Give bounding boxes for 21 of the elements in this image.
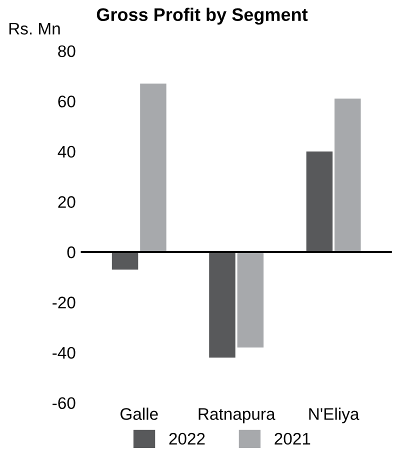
chart-title: Gross Profit by Segment — [96, 8, 308, 25]
legend-label: 2022 — [169, 432, 205, 445]
y-tick-label: 40 — [58, 146, 76, 158]
y-tick-label: 80 — [58, 45, 76, 58]
x-tick-label: N'Eliya — [309, 408, 360, 424]
y-tick-label: 60 — [58, 96, 76, 108]
y-tick-label: -20 — [52, 296, 76, 308]
bar — [306, 151, 333, 252]
y-axis-title: Rs. Mn — [9, 22, 60, 35]
y-tick-label: 20 — [58, 196, 76, 208]
y-tick-label: -60 — [52, 397, 76, 410]
legend-label: 2021 — [274, 432, 310, 445]
x-tick-label: Galle — [120, 408, 158, 420]
bar — [209, 252, 236, 358]
y-tick-label: -40 — [52, 346, 76, 359]
bar — [112, 252, 138, 270]
y-tick-label: 0 — [67, 246, 76, 258]
x-tick-label: Ratnapura — [198, 408, 276, 424]
bar — [334, 98, 361, 252]
bar — [140, 84, 166, 252]
bar — [237, 252, 264, 348]
